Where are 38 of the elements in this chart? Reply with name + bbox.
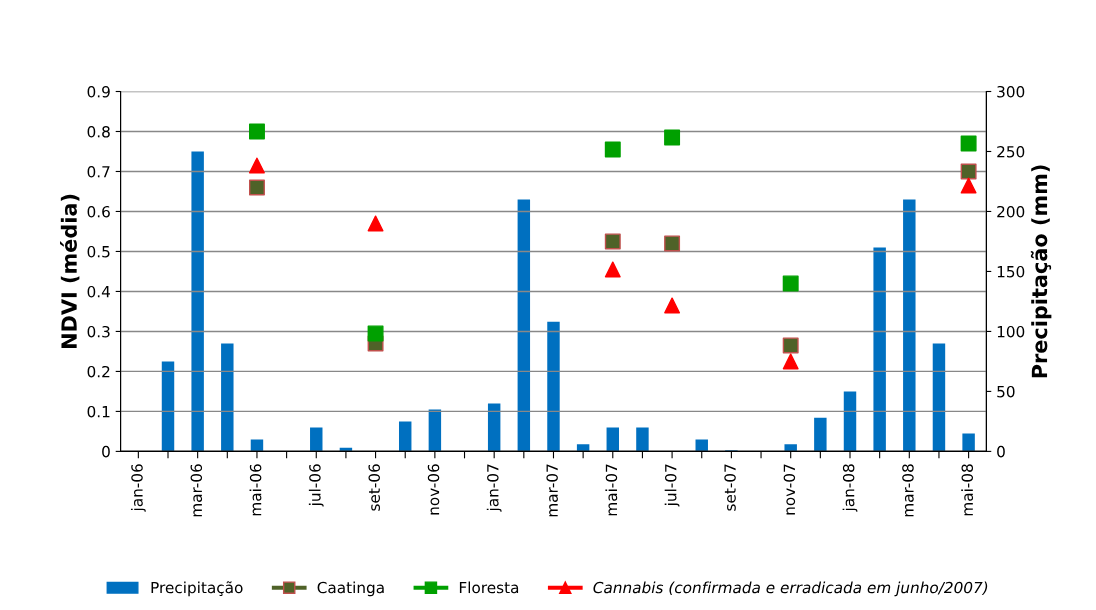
x-tick-label: nov-06: [427, 464, 440, 515]
x-tick-label: jul-07: [664, 464, 680, 507]
x-tick-label: mai-06: [249, 464, 262, 516]
x-tick-label: mar-08: [902, 464, 914, 517]
y-tick-label: 0.9: [87, 85, 110, 98]
x-tick-label: mai-07: [605, 464, 618, 516]
legend-label: Caatinga: [317, 581, 384, 597]
x-tick-label: nov-07: [783, 464, 796, 515]
x-tick-label: jan-07: [486, 464, 502, 512]
x-tick-label: jul-06: [308, 464, 324, 507]
legend-label: Cannabis (confirmada e erradicada em junho/2007): [593, 581, 988, 597]
x-tick-label: jan-08: [842, 464, 858, 512]
y2-tick-label: 150: [997, 265, 1025, 278]
y-tick-label: 0.2: [87, 365, 110, 378]
y-tick-label: 0.4: [87, 285, 110, 298]
y2-tick-label: 0: [997, 445, 1005, 458]
x-tick-label: set-07: [724, 464, 736, 511]
y-axis-title: NDVI (média): [59, 194, 80, 348]
x-tick-label: jan-06: [130, 464, 146, 512]
x-tick-label: set-06: [368, 464, 380, 511]
x-tick-label: mai-08: [961, 464, 974, 516]
y2-tick-label: 250: [997, 145, 1025, 158]
x-tick-label: mar-07: [546, 464, 558, 517]
y-tick-label: 0.6: [87, 205, 110, 218]
x-tick-label: mar-06: [190, 464, 203, 517]
y2-tick-label: 200: [997, 205, 1025, 218]
y2-tick-label: 300: [997, 85, 1025, 98]
y-tick-label: 0.8: [87, 125, 110, 138]
y2-tick-label: 100: [997, 325, 1025, 338]
y-tick-label: 0.7: [87, 165, 110, 178]
legend-label: Floresta: [459, 581, 519, 594]
y2-axis-title: Precipitação (mm): [1030, 165, 1052, 378]
y-tick-label: 0.5: [87, 245, 110, 258]
y-tick-label: 0.1: [87, 405, 110, 418]
legend-label: Precipitação: [151, 581, 243, 597]
y2-tick-label: 50: [997, 385, 1015, 398]
y-tick-label: 0: [102, 445, 110, 458]
y-tick-label: 0.3: [87, 325, 110, 338]
